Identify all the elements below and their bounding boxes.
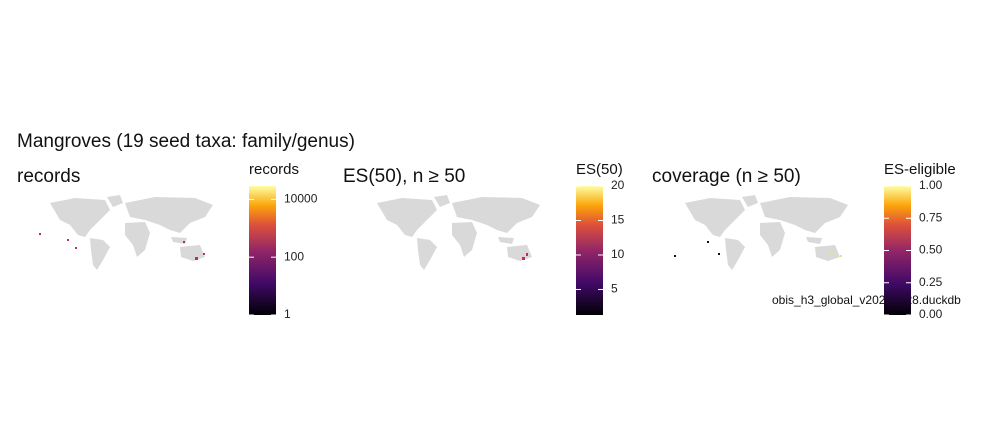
legend-title: records xyxy=(249,161,299,178)
panel-title: coverage (n ≥ 50) xyxy=(652,166,801,187)
world-map xyxy=(39,195,213,270)
tick-label: 0.00 xyxy=(919,307,943,321)
figure-title: Mangroves (19 seed taxa: family/genus) xyxy=(17,131,355,152)
tick-label: 15 xyxy=(611,213,625,227)
tick-label: 0.50 xyxy=(919,243,943,257)
panel-title: ES(50), n ≥ 50 xyxy=(343,166,465,187)
tick-label: 20 xyxy=(611,178,625,192)
colorbar xyxy=(249,186,276,315)
tick-label: 1.00 xyxy=(919,178,943,192)
tick-label: 0.25 xyxy=(919,275,943,289)
tick-label: 5 xyxy=(611,282,618,296)
tick-label: 10000 xyxy=(284,192,318,206)
legend-title: ES(50) xyxy=(576,161,623,178)
caption: obis_h3_global_v20260728.duckdb xyxy=(772,293,961,307)
tick-label: 0.75 xyxy=(919,210,943,224)
legend-title: ES-eligible xyxy=(884,161,956,178)
tick-label: 100 xyxy=(284,249,304,263)
panel-title: records xyxy=(17,166,80,187)
tick-label: 10 xyxy=(611,247,625,261)
world-map xyxy=(377,195,540,270)
colorbar xyxy=(576,186,603,315)
tick-label: 1 xyxy=(284,307,291,321)
world-map xyxy=(674,195,848,270)
